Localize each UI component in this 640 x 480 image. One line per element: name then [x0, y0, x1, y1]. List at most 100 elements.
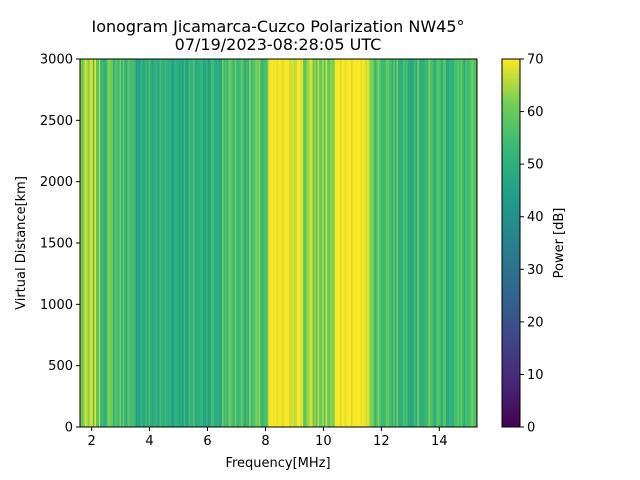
heatmap-streak — [390, 59, 392, 427]
heatmap-streak — [80, 59, 82, 427]
heatmap-streak — [99, 59, 101, 427]
heatmap-streak — [94, 59, 96, 427]
heatmap-streak — [357, 59, 360, 427]
heatmap-streak — [255, 59, 258, 427]
heatmap-streak — [148, 59, 151, 427]
heatmap-streak — [175, 59, 178, 427]
heatmap-streak — [116, 59, 118, 427]
heatmap-streak — [156, 59, 159, 427]
heatmap-streak — [290, 59, 293, 427]
heatmap-streak — [153, 59, 155, 427]
heatmap-streak — [312, 59, 315, 427]
heatmap-streak — [193, 59, 195, 427]
heatmap-streak — [190, 59, 192, 427]
y-axis-ticks: 0 500 1000 1500 2000 2500 3000 — [40, 53, 80, 436]
heatmap-streak — [154, 59, 157, 427]
heatmap-streak — [319, 59, 321, 427]
x-tick-label: 4 — [145, 434, 153, 449]
chart-title: Ionogram Jicamarca-Cuzco Polarization NW… — [91, 17, 464, 36]
heatmap-streak — [121, 59, 123, 427]
heatmap-streak — [101, 59, 104, 427]
heatmap-streak — [327, 59, 329, 427]
heatmap-streak — [341, 59, 344, 427]
heatmap-streak — [317, 59, 320, 427]
heatmap-streak — [206, 59, 208, 427]
heatmap-streak — [331, 59, 334, 427]
colorbar-tick-label: 70 — [527, 53, 544, 68]
heatmap-streak — [450, 59, 453, 427]
heatmap-streak — [158, 59, 160, 427]
heatmap-streak — [113, 59, 115, 427]
heatmap-streak — [379, 59, 381, 427]
heatmap-streak — [191, 59, 194, 427]
heatmap-streak — [351, 59, 353, 427]
heatmap-streak — [368, 59, 371, 427]
heatmap-streak — [457, 59, 459, 427]
heatmap-streak — [96, 59, 98, 427]
heatmap-streak — [239, 59, 242, 427]
heatmap-streak — [396, 59, 399, 427]
heatmap-streak — [221, 59, 224, 427]
heatmap-streak — [188, 59, 191, 427]
heatmap-streak — [398, 59, 400, 427]
heatmap-streak — [433, 59, 435, 427]
heatmap-streak — [186, 59, 189, 427]
heatmap-streak — [335, 59, 337, 427]
heatmap-streak — [360, 59, 363, 427]
heatmap-streak — [210, 59, 213, 427]
colorbar-tick-label: 50 — [527, 158, 544, 173]
heatmap-streak — [282, 59, 285, 427]
heatmap-streak — [114, 59, 117, 427]
heatmap-streak — [220, 59, 223, 427]
heatmap-streak — [134, 59, 136, 427]
heatmap-streak — [470, 59, 472, 427]
heatmap-streak — [83, 59, 85, 427]
heatmap-streak — [295, 59, 298, 427]
heatmap-streak — [143, 59, 146, 427]
heatmap-streak — [384, 59, 386, 427]
colorbar-tick-label: 20 — [527, 315, 544, 330]
y-tick-label: 2000 — [40, 175, 73, 190]
heatmap-streak — [298, 59, 301, 427]
heatmap-streak — [178, 59, 181, 427]
heatmap-streak — [315, 59, 318, 427]
heatmap-streak — [289, 59, 291, 427]
heatmap-streak — [245, 59, 248, 427]
heatmap-streak — [468, 59, 471, 427]
heatmap-streak — [343, 59, 345, 427]
heatmap-streak — [307, 59, 310, 427]
heatmap-streak — [304, 59, 307, 427]
heatmap-streak — [303, 59, 305, 427]
heatmap-streak — [328, 59, 331, 427]
heatmap-streak — [253, 59, 256, 427]
colorbar-label: Power [dB] — [552, 208, 567, 279]
heatmap-streak — [284, 59, 286, 427]
heatmap-streak — [81, 59, 84, 427]
heatmap-streak — [138, 59, 141, 427]
heatmap-streak — [455, 59, 458, 427]
heatmap-streak — [409, 59, 411, 427]
heatmap-streak — [406, 59, 408, 427]
heatmap-streak — [454, 59, 456, 427]
heatmap-streak — [347, 59, 350, 427]
heatmap-streak — [159, 59, 162, 427]
colorbar-tick-label: 40 — [527, 210, 544, 225]
heatmap-streak — [140, 59, 143, 427]
heatmap-streak — [394, 59, 397, 427]
heatmap-streak — [333, 59, 336, 427]
heatmap-streak — [385, 59, 388, 427]
heatmap-streak — [196, 59, 199, 427]
heatmap-streak — [268, 59, 270, 427]
heatmap-streak — [258, 59, 261, 427]
heatmap-streak — [269, 59, 272, 427]
heatmap-streak — [151, 59, 154, 427]
heatmap-streak — [202, 59, 205, 427]
heatmap-streak — [103, 59, 106, 427]
heatmap-streak — [172, 59, 175, 427]
chart-subtitle: 07/19/2023-08:28:05 UTC — [175, 35, 382, 54]
heatmap-streak — [297, 59, 299, 427]
heatmap-streak — [108, 59, 110, 427]
heatmap-streak — [442, 59, 445, 427]
heatmap-streak — [137, 59, 139, 427]
x-tick-label: 2 — [87, 434, 95, 449]
